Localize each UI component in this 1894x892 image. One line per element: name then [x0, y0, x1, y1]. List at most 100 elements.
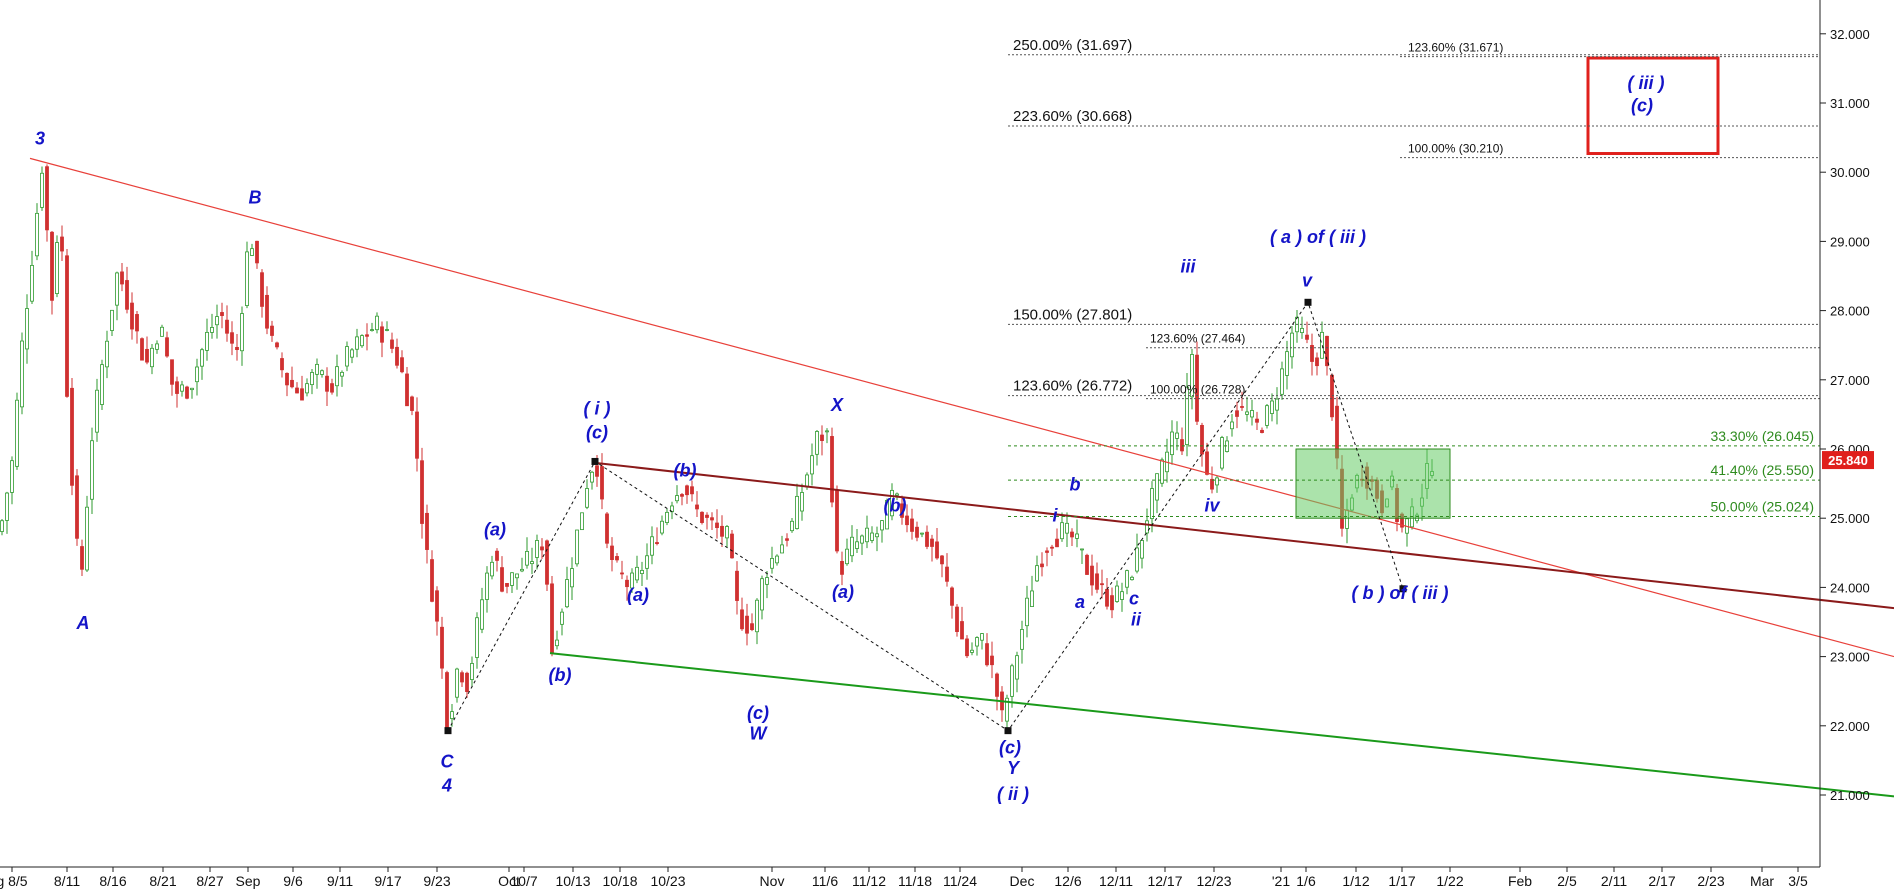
candle-body	[975, 637, 979, 647]
candle-body	[55, 242, 59, 294]
candle-body	[150, 347, 154, 368]
wave-label: iv	[1204, 495, 1220, 515]
candle-body	[675, 495, 679, 502]
candle-body	[395, 346, 399, 366]
wave-label: 4	[441, 776, 452, 796]
candle-body	[350, 349, 354, 358]
wave-label: c	[1129, 589, 1139, 609]
candle-body	[445, 672, 449, 729]
x-tick-label: '21	[1272, 873, 1290, 889]
candle-body	[1290, 332, 1294, 358]
x-tick-label: 11/18	[898, 873, 932, 889]
candle-body	[0, 520, 4, 532]
candle-body	[215, 316, 219, 326]
fib-level-label: 33.30% (26.045)	[1710, 428, 1814, 444]
candle-body	[655, 542, 659, 544]
candle-body	[1100, 583, 1104, 586]
x-tick-label: 10/13	[555, 873, 590, 889]
wave-label: C	[441, 751, 455, 771]
candle-body	[795, 495, 799, 529]
candle-body	[195, 366, 199, 383]
candle-body	[180, 384, 184, 392]
x-tick-label: 10/18	[602, 873, 637, 889]
wave-label: B	[249, 187, 262, 207]
candle-body	[340, 371, 344, 377]
candle-body	[105, 340, 109, 368]
candle-body	[1265, 405, 1269, 426]
x-tick-label: 8/21	[149, 873, 176, 889]
wave-label: a	[1075, 592, 1085, 612]
candle-body	[1120, 591, 1124, 600]
candle-body	[980, 633, 984, 641]
candle-body	[570, 568, 574, 588]
candle-body	[995, 673, 999, 697]
wave-pivot-marker	[444, 727, 452, 735]
candle-body	[1050, 546, 1054, 549]
x-tick-label: Oct	[498, 873, 520, 889]
x-tick-label: 9/11	[327, 873, 353, 889]
wave-label: ii	[1131, 609, 1142, 629]
candle-body	[165, 337, 169, 357]
candle-body	[35, 212, 39, 257]
candle-body	[1125, 570, 1129, 588]
candle-body	[965, 638, 969, 657]
candle-body	[475, 617, 479, 658]
candle-body	[775, 555, 779, 564]
candle-body	[170, 359, 174, 385]
x-tick-label: 12/6	[1054, 873, 1081, 889]
candle-body	[280, 358, 284, 371]
wave-label: ( i )	[584, 398, 611, 418]
candle-body	[790, 520, 794, 532]
candle-body	[1205, 451, 1209, 475]
candle-body	[1270, 400, 1274, 414]
candle-body	[1250, 410, 1254, 418]
candle-body	[970, 649, 974, 653]
candle-body	[885, 499, 889, 530]
fib-level-label: 150.00% (27.801)	[1013, 306, 1132, 323]
wave-label: (b)	[549, 665, 572, 685]
fib-level-label: 123.60% (26.772)	[1013, 378, 1132, 395]
candle-body	[540, 546, 544, 551]
x-tick-label: 9/17	[374, 873, 401, 889]
support-zone-box	[1295, 448, 1451, 519]
candle-body	[450, 711, 454, 719]
candle-body	[565, 579, 569, 608]
candle-body	[1115, 585, 1119, 602]
wave-label: ( a ) of ( iii )	[1270, 227, 1366, 247]
candle-body	[530, 561, 534, 565]
candle-body	[125, 280, 129, 310]
candle-body	[235, 346, 239, 350]
wave-label: (b)	[884, 495, 907, 515]
candle-body	[755, 599, 759, 633]
candle-body	[245, 251, 249, 306]
candle-body	[1175, 432, 1179, 439]
y-tick-label: 25.000	[1830, 511, 1870, 526]
candle-body	[15, 399, 19, 467]
candle-body	[700, 511, 704, 523]
candle-body	[680, 494, 684, 497]
x-tick-label: 2/11	[1601, 873, 1627, 889]
candle-body	[780, 544, 784, 554]
wave-label: (c)	[1631, 95, 1653, 115]
fib-level-label: 100.00% (26.728)	[1150, 383, 1245, 397]
candle-body	[285, 372, 289, 386]
trendline	[549, 652, 1894, 798]
y-tick-label: 22.000	[1830, 719, 1870, 734]
wave-label: (a)	[627, 585, 649, 605]
candle-body	[760, 578, 764, 611]
candle-body	[120, 271, 124, 285]
wave-paths	[444, 298, 1407, 735]
candle-body	[925, 531, 929, 547]
candle-body	[1075, 533, 1079, 539]
candle-body	[515, 573, 519, 579]
candle-body	[230, 332, 234, 344]
candle-body	[1060, 522, 1064, 540]
candle-body	[210, 327, 214, 333]
candle-body	[345, 346, 349, 367]
fib-level-label: 250.00% (31.697)	[1013, 37, 1132, 54]
candle-body	[1135, 547, 1139, 572]
candle-body	[315, 363, 319, 375]
candle-body	[620, 572, 624, 575]
x-tick-label: 2/23	[1697, 873, 1724, 889]
